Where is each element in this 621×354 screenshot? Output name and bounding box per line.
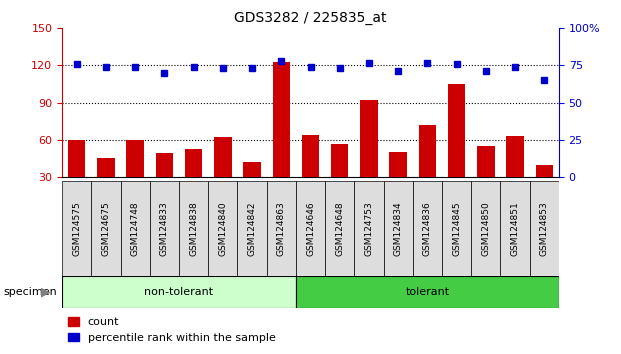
Bar (360, 100, 378, 177)
Bar (68, 140, 86, 177)
Bar (325, 181, 355, 276)
Text: GSM124838: GSM124838 (189, 201, 198, 256)
Bar (243, 162, 261, 177)
Bar (477, 146, 494, 177)
Text: GSM124853: GSM124853 (540, 201, 549, 256)
Bar (266, 181, 296, 276)
Bar (442, 181, 471, 276)
Text: GSM124833: GSM124833 (160, 201, 169, 256)
Bar (97, 159, 115, 177)
Bar (273, 62, 290, 177)
Text: GSM124850: GSM124850 (481, 201, 491, 256)
Text: GSM124845: GSM124845 (452, 201, 461, 256)
Bar (208, 181, 237, 276)
Text: GSM124840: GSM124840 (219, 201, 227, 256)
Bar (355, 181, 384, 276)
Bar (419, 125, 436, 177)
Bar (506, 136, 524, 177)
Text: GSM124851: GSM124851 (510, 201, 520, 256)
Text: GSM124646: GSM124646 (306, 201, 315, 256)
Text: tolerant: tolerant (406, 287, 450, 297)
Legend: count, percentile rank within the sample: count, percentile rank within the sample (68, 317, 276, 343)
Bar (448, 84, 465, 177)
Bar (214, 137, 232, 177)
Bar (156, 154, 173, 177)
Text: GSM124753: GSM124753 (365, 201, 373, 256)
Text: ▶: ▶ (42, 286, 51, 298)
Bar (120, 181, 150, 276)
Bar (384, 181, 413, 276)
Bar (91, 181, 120, 276)
Text: specimen: specimen (3, 287, 57, 297)
Bar (530, 181, 559, 276)
Bar (62, 181, 91, 276)
Text: GSM124842: GSM124842 (248, 201, 256, 256)
Text: GSM124748: GSM124748 (130, 201, 140, 256)
Bar (413, 181, 442, 276)
Bar (331, 144, 348, 177)
Bar (179, 181, 208, 276)
Bar (237, 181, 266, 276)
Text: GSM124834: GSM124834 (394, 201, 402, 256)
Bar (185, 149, 202, 177)
Bar (501, 181, 530, 276)
Text: GSM124836: GSM124836 (423, 201, 432, 256)
Bar (127, 140, 144, 177)
Text: GSM124575: GSM124575 (72, 201, 81, 256)
Text: GSM124675: GSM124675 (101, 201, 111, 256)
Text: GDS3282 / 225835_at: GDS3282 / 225835_at (234, 11, 387, 25)
Bar (62, 276, 296, 308)
Bar (302, 135, 319, 177)
Text: GSM124863: GSM124863 (277, 201, 286, 256)
Bar (535, 165, 553, 177)
Bar (296, 276, 559, 308)
Bar (150, 181, 179, 276)
Text: GSM124648: GSM124648 (335, 201, 344, 256)
Bar (471, 181, 501, 276)
Text: non-tolerant: non-tolerant (145, 287, 214, 297)
Bar (389, 152, 407, 177)
Bar (296, 181, 325, 276)
